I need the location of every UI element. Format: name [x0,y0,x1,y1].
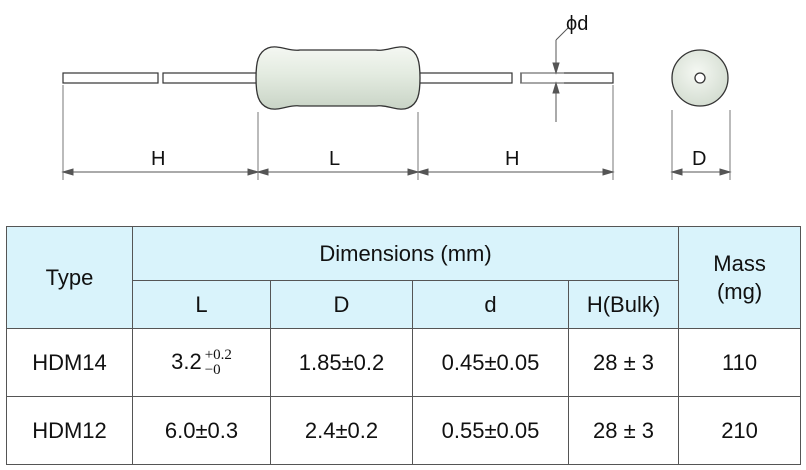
row-hdm12-l: 6.0±0.3 [132,396,271,465]
row-hdm14-l: 3.2 +0.2 −0 [132,328,271,397]
row-hdm14-h: 28 ± 3 [567,328,680,397]
header-type: Type [6,226,133,329]
dimension-lines [61,27,732,176]
extension-lines [62,72,731,180]
row-hdm14-l-tolerance: +0.2 −0 [204,346,232,378]
row-hdm12-d-outer: 2.4±0.2 [270,396,413,465]
header-col-d-lead: d [412,280,569,329]
lead-right-segment-1 [414,72,513,84]
dim-label-l: L [329,148,340,170]
resistor-dimension-diagram: ϕd H L H D [61,13,732,180]
header-dimensions: Dimensions (mm) [131,226,680,281]
lead-left-segment-1 [62,72,159,84]
header-mass: Mass (mg) [678,226,802,329]
dim-label-phi-d: ϕd [566,13,588,35]
header-col-h-bulk: H(Bulk) [567,280,680,329]
row-hdm12-type: HDM12 [6,396,133,465]
row-hdm12-d-lead: 0.55±0.05 [412,396,569,465]
end-view-lead-hole [694,72,706,84]
dim-label-d: D [692,148,706,170]
lead-right-segment-2 [520,72,614,84]
dim-label-h-left: H [151,148,165,170]
row-hdm14-d-lead: 0.45±0.05 [412,328,569,397]
row-hdm14-mass: 110 [678,328,802,397]
row-hdm14-d-outer: 1.85±0.2 [270,328,413,397]
row-hdm14-type: HDM14 [6,328,133,397]
dim-label-h-right: H [505,148,519,170]
row-hdm12-mass: 210 [678,396,802,465]
header-col-l: L [132,280,271,329]
lead-left-segment-2 [162,72,261,84]
row-hdm12-h: 28 ± 3 [567,396,680,465]
header-col-d-outer: D [270,280,413,329]
resistor-body [255,46,421,110]
tolerance-plus: +0.2 [204,346,232,363]
dimensions-table: Type Dimensions (mm) Mass (mg) L D d H(B… [6,226,802,465]
row-hdm14-l-value: 3.2 [171,348,202,374]
tolerance-minus: −0 [204,361,221,378]
